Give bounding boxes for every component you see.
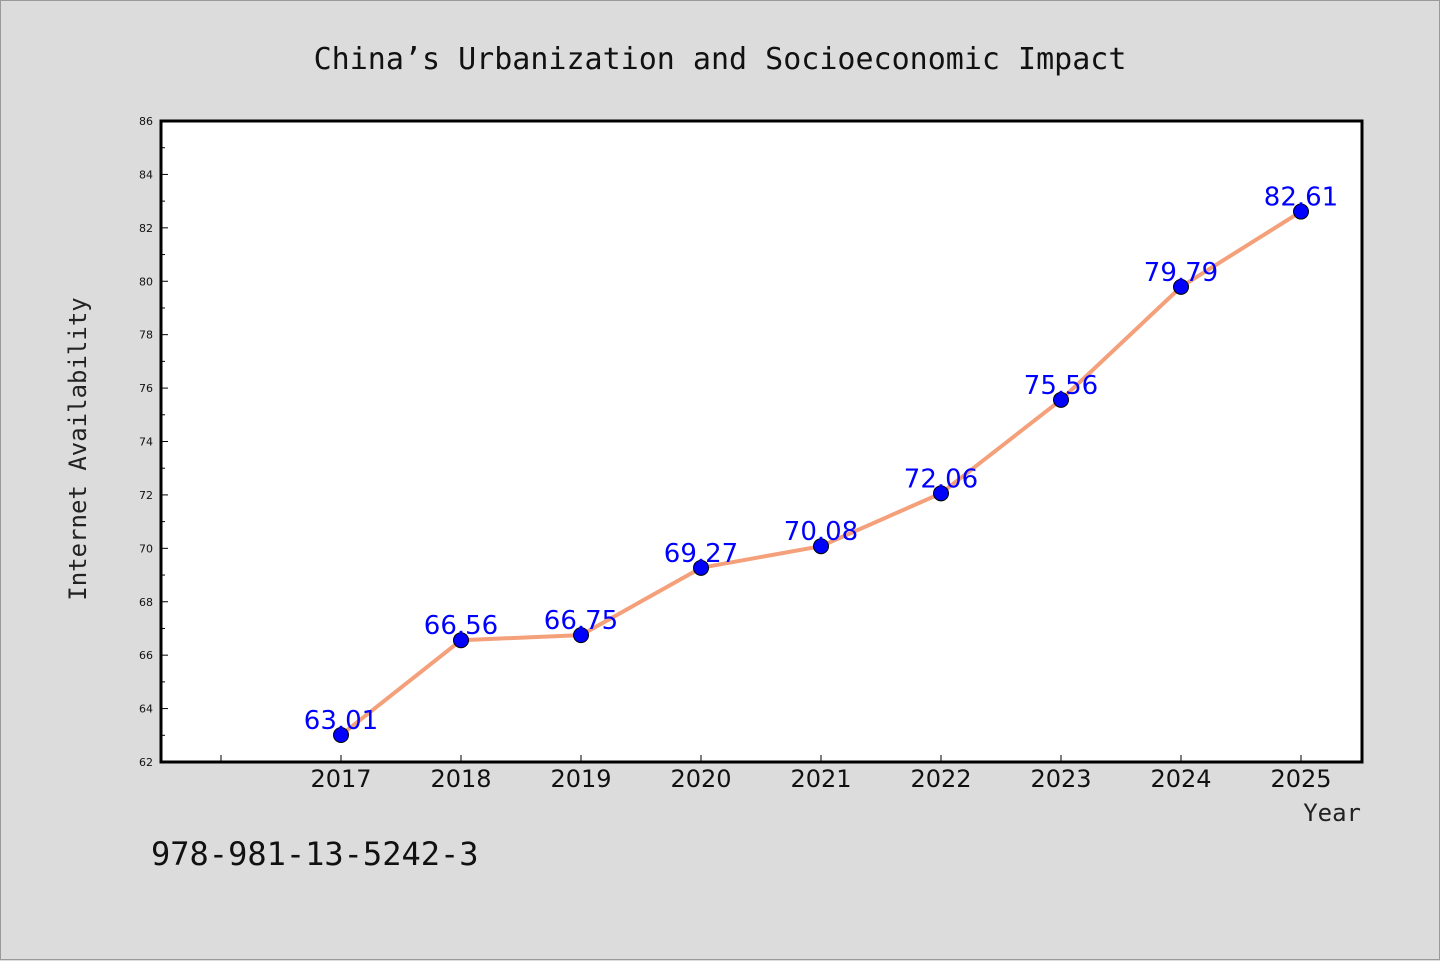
data-point-marker: [453, 632, 469, 649]
data-label: 82.61: [1264, 183, 1338, 213]
y-tick-label: 64: [139, 703, 153, 716]
y-axis-ticks: 62 64 66 68 70 72 74 76 78 80 82 84 86: [139, 115, 168, 769]
x-axis-label: Year: [1303, 799, 1361, 827]
y-tick-label: 80: [139, 275, 153, 288]
y-tick-label: 82: [139, 222, 153, 235]
y-tick-label: 86: [139, 115, 153, 128]
data-point-marker: [1053, 391, 1069, 408]
y-tick-label: 72: [139, 489, 153, 502]
x-tick-label: 2020: [670, 765, 731, 793]
data-point-marker: [693, 559, 709, 576]
x-tick-label: 2018: [430, 765, 491, 793]
footer-isbn: 978-981-13-5242-3: [151, 835, 479, 873]
data-label: 69.27: [664, 539, 738, 569]
x-tick-label: 2025: [1270, 765, 1331, 793]
x-tick-label: 2019: [550, 765, 611, 793]
data-label: 63.01: [304, 706, 378, 736]
data-label: 79.79: [1144, 258, 1218, 288]
y-tick-label: 74: [139, 436, 153, 449]
data-label: 66.75: [544, 606, 618, 636]
x-tick-label: 2024: [1150, 765, 1211, 793]
data-label: 75.56: [1024, 371, 1098, 401]
plot-area: [159, 119, 1364, 764]
x-axis-ticks: 2017 2018 2019 2020 2021 2022 2023 2024 2025: [220, 755, 1332, 793]
y-axis-label: Internet Availability: [64, 297, 92, 600]
x-tick-label: 2022: [910, 765, 971, 793]
y-tick-label: 78: [139, 329, 153, 342]
data-point-marker: [333, 727, 349, 744]
data-point-marker: [933, 485, 949, 502]
chart-title: China’s Urbanization and Socioeconomic I…: [314, 42, 1127, 77]
y-tick-label: 84: [139, 168, 153, 181]
y-tick-label: 76: [139, 382, 153, 395]
series-layer: 63.01 66.56 66.75 69.27 70.08 72.06 75.56 79.79…: [304, 183, 1338, 744]
data-label: 66.56: [424, 611, 498, 641]
y-tick-label: 62: [139, 756, 153, 769]
x-tick-label: 2021: [790, 765, 851, 793]
y-tick-label: 70: [139, 542, 153, 555]
data-point-marker: [1293, 203, 1309, 220]
data-point-marker: [1173, 278, 1189, 295]
data-point-marker: [573, 627, 589, 644]
data-label: 70.08: [784, 517, 858, 547]
x-tick-label: 2017: [310, 765, 371, 793]
y-tick-label: 66: [139, 649, 153, 662]
x-tick-label: 2023: [1030, 765, 1091, 793]
y-tick-label: 68: [139, 596, 153, 609]
data-label: 72.06: [904, 464, 978, 494]
data-point-marker: [813, 538, 829, 555]
